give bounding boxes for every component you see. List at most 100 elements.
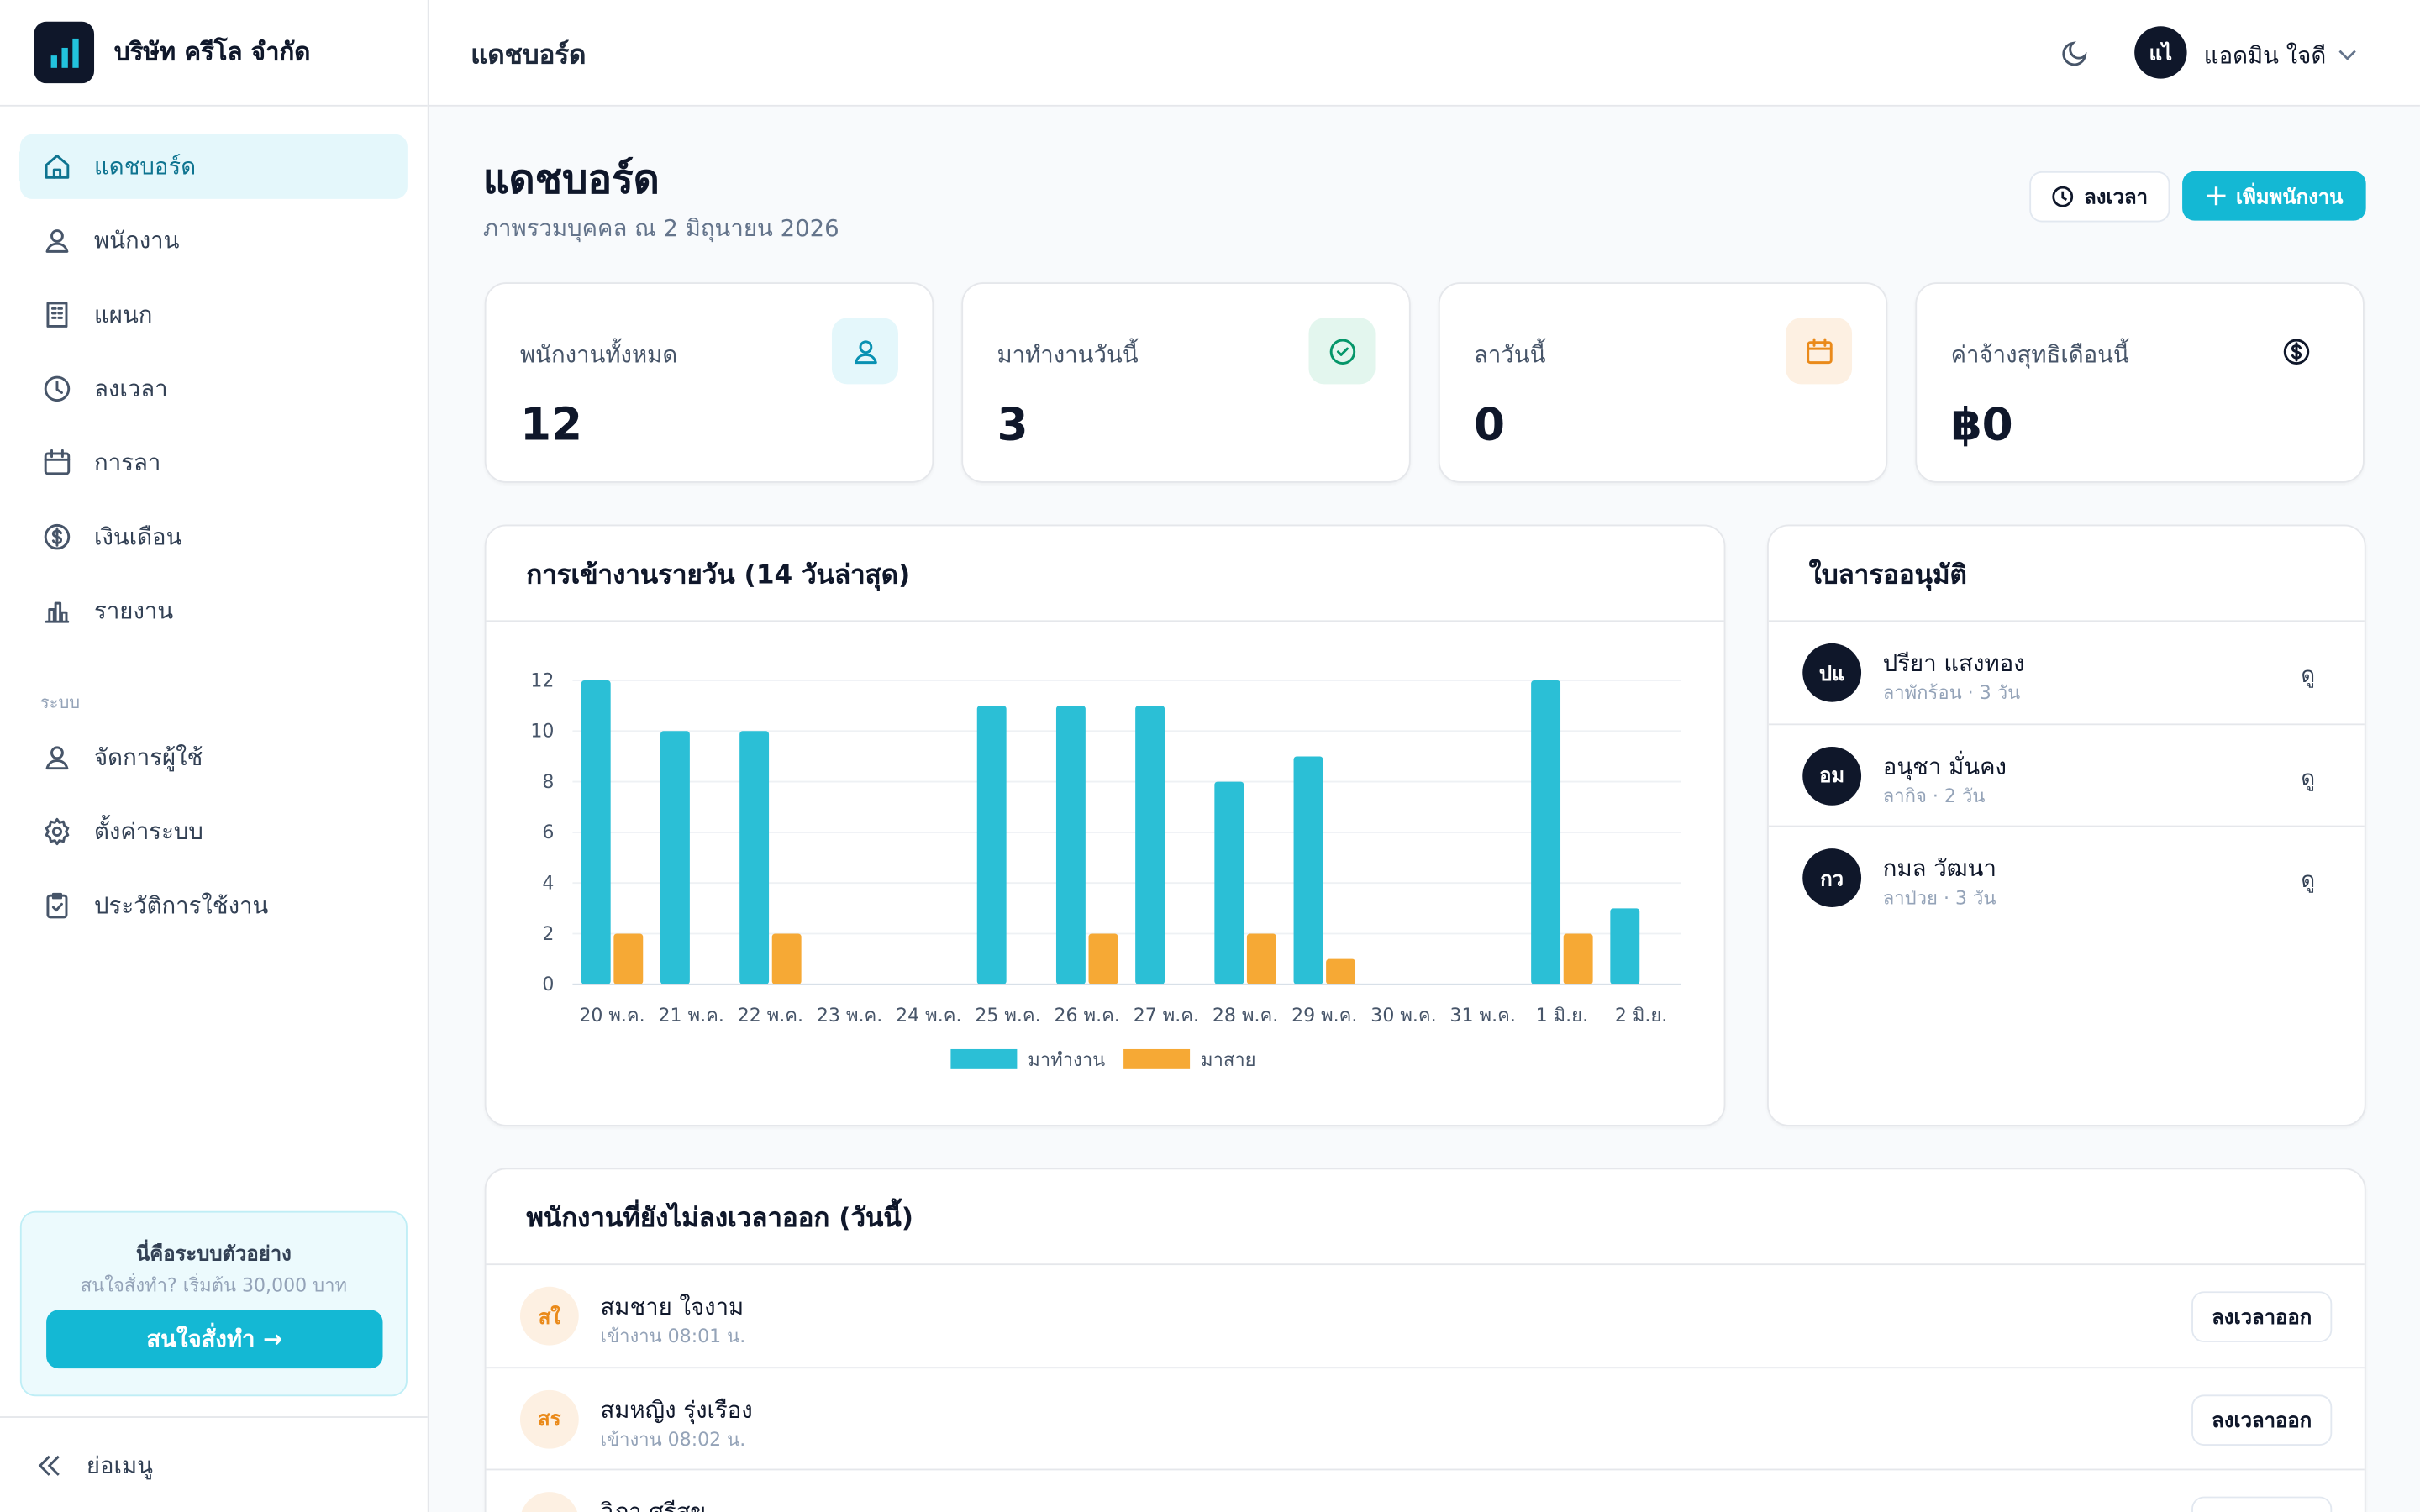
nav-item[interactable]: เงินเดือน bbox=[20, 505, 408, 570]
stat-label: พนักงานทั้งหมด bbox=[519, 340, 678, 369]
row-name: กมล วัฒนา bbox=[1882, 854, 1996, 883]
nav-item[interactable]: ตั้งค่าระบบ bbox=[20, 799, 408, 864]
user-name[interactable]: แอดมิน ใจดี bbox=[2203, 41, 2327, 70]
divider bbox=[0, 1416, 428, 1418]
clock-out-button[interactable] bbox=[2191, 1496, 2333, 1512]
avatar: ปแ bbox=[1802, 643, 1862, 702]
x-tick-label: 20 พ.ค. bbox=[579, 1005, 644, 1026]
legend-label: มาทำงาน bbox=[1028, 1050, 1105, 1071]
nav-label: แดชบอร์ด bbox=[94, 152, 197, 181]
logo bbox=[34, 21, 95, 84]
clock-in-button[interactable]: ลงเวลา bbox=[2029, 171, 2170, 223]
row-detail: เข้างาน 08:01 น. bbox=[600, 1325, 746, 1347]
nav-label: รายงาน bbox=[94, 596, 174, 625]
nav-icon bbox=[44, 523, 71, 550]
stat-label: ลาวันนี้ bbox=[1474, 340, 1546, 369]
stat-value: 12 bbox=[519, 397, 583, 451]
user-avatar[interactable]: แไ bbox=[2134, 26, 2187, 79]
button-label: เพิ่มพนักงาน bbox=[2235, 186, 2344, 209]
collapse-menu[interactable]: ย่อเมนู bbox=[34, 1447, 153, 1484]
stat-icon bbox=[1308, 318, 1376, 385]
x-tick-label: 30 พ.ค. bbox=[1370, 1005, 1436, 1026]
leave-row: อม อนุชา มั่นคง ลากิจ · 2 วัน ดู bbox=[1768, 722, 2365, 826]
x-tick-label: 26 พ.ค. bbox=[1055, 1005, 1120, 1026]
bar bbox=[1246, 933, 1276, 984]
bar bbox=[739, 731, 770, 984]
x-tick-label: 28 พ.ค. bbox=[1213, 1005, 1278, 1026]
row-name: สมชาย ใจงาม bbox=[600, 1293, 744, 1321]
not-clocked-out-card: พนักงานที่ยังไม่ลงเวลาออก (วันนี้) สใ สมช… bbox=[484, 1168, 2366, 1512]
stat-icon bbox=[1786, 318, 1853, 385]
stat-label: ค่าจ้างสุทธิเดือนนี้ bbox=[1950, 340, 2129, 369]
stat-value: 3 bbox=[997, 397, 1028, 451]
x-tick-label: 31 พ.ค. bbox=[1450, 1005, 1516, 1026]
nav-label: การลา bbox=[94, 449, 161, 477]
x-tick-label: 29 พ.ค. bbox=[1292, 1005, 1357, 1026]
nav-icon bbox=[45, 817, 70, 846]
avatar: กว bbox=[1802, 848, 1862, 907]
section-label: ระบบ bbox=[39, 692, 81, 713]
divider bbox=[0, 104, 428, 107]
nav-item[interactable]: ลงเวลา bbox=[20, 356, 408, 421]
row-detail: ลากิจ · 2 วัน bbox=[1882, 784, 1986, 806]
promo-button[interactable]: สนใจสั่งทำ → bbox=[46, 1310, 383, 1369]
bar bbox=[771, 933, 802, 984]
bar bbox=[1326, 958, 1356, 984]
nav-label: แผนก bbox=[94, 301, 153, 329]
nav-item[interactable]: แผนก bbox=[20, 282, 408, 347]
bar bbox=[660, 731, 690, 984]
chevron bbox=[2338, 50, 2356, 60]
bar bbox=[976, 706, 1007, 984]
avatar: สใ bbox=[519, 1286, 579, 1346]
nav-item[interactable]: รายงาน bbox=[20, 579, 408, 643]
row-detail: เข้างาน 08:02 น. bbox=[600, 1427, 746, 1450]
employee-row: สใ สมชาย ใจงามเข้างาน 08:01 น. ลงเวลาออก bbox=[486, 1263, 2365, 1367]
attendance-chart: 0 2 4 6 8 10 12 20 พ.ค. 21 พ.ค. 22 พ.ค. 23 พ.ค. 24 … bbox=[530, 670, 1681, 1071]
theme-toggle[interactable] bbox=[2060, 37, 2091, 68]
nav-item[interactable]: แดชบอร์ด bbox=[19, 134, 408, 199]
view-link[interactable]: ดู bbox=[2301, 869, 2316, 894]
bar bbox=[1055, 706, 1086, 984]
stat-card: ลาวันนี้ 0 bbox=[1438, 282, 1888, 483]
view-link[interactable]: ดู bbox=[2301, 663, 2316, 689]
clock-out-button[interactable]: ลงเวลาออก bbox=[2191, 1394, 2333, 1446]
x-tick-label: 27 พ.ค. bbox=[1134, 1005, 1199, 1026]
nav-item[interactable]: พนักงาน bbox=[20, 208, 408, 273]
bar bbox=[581, 680, 611, 984]
x-tick-label: 21 พ.ค. bbox=[659, 1005, 724, 1026]
row-name: อนุชา มั่นคง bbox=[1882, 752, 2007, 780]
clock-out-button[interactable]: ลงเวลาออก bbox=[2191, 1291, 2333, 1342]
card-title: ใบลารออนุมัติ bbox=[1808, 559, 1967, 591]
nav-label: พนักงาน bbox=[94, 226, 180, 255]
nav-icon bbox=[46, 892, 68, 919]
bar bbox=[1610, 908, 1640, 984]
y-tick-label: 4 bbox=[542, 874, 554, 895]
stat-label: มาทำงานวันนี้ bbox=[997, 340, 1139, 369]
view-link[interactable]: ดู bbox=[2301, 765, 2316, 791]
nav-item[interactable]: ประวัติการใช้งาน bbox=[20, 874, 408, 938]
y-tick-label: 10 bbox=[530, 722, 554, 743]
nav-icon bbox=[45, 601, 70, 623]
avatar: สร bbox=[519, 1389, 579, 1448]
y-tick-label: 2 bbox=[542, 924, 554, 945]
leave-row: ปแ ปรียา แสงทอง ลาพักร้อน · 3 วัน ดู bbox=[1768, 620, 2365, 723]
card-title: การเข้างานรายวัน (14 วันล่าสุด) bbox=[526, 559, 911, 591]
avatar bbox=[519, 1492, 579, 1512]
nav-item[interactable]: การลา bbox=[20, 430, 408, 495]
top-bar: แดชบอร์ด แไ แอดมิน ใจดี bbox=[429, 0, 2420, 107]
promo-text: สนใจสั่งทำ? เริ่มต้น 30,000 บาท bbox=[80, 1274, 348, 1296]
y-tick-label: 0 bbox=[542, 974, 554, 995]
card-title: พนักงานที่ยังไม่ลงเวลาออก (วันนี้) bbox=[526, 1203, 913, 1235]
nav-icon bbox=[46, 302, 68, 328]
nav-item[interactable]: จัดการผู้ใช้ bbox=[20, 725, 408, 790]
employee-row: สร สมหญิง รุ่งเรือง เข้างาน 08:02 น. ลงเวลา… bbox=[486, 1366, 2365, 1469]
bar bbox=[1531, 680, 1561, 984]
nav-icon bbox=[45, 155, 70, 179]
legend-swatch bbox=[1123, 1048, 1191, 1069]
legend-swatch bbox=[950, 1048, 1018, 1069]
x-tick-label: 25 พ.ค. bbox=[975, 1005, 1040, 1026]
add-employee-button[interactable]: เพิ่มพนักงาน bbox=[2182, 171, 2366, 221]
row-detail: ลาป่วย · 3 วัน bbox=[1882, 887, 1996, 909]
nav-icon bbox=[44, 449, 71, 475]
